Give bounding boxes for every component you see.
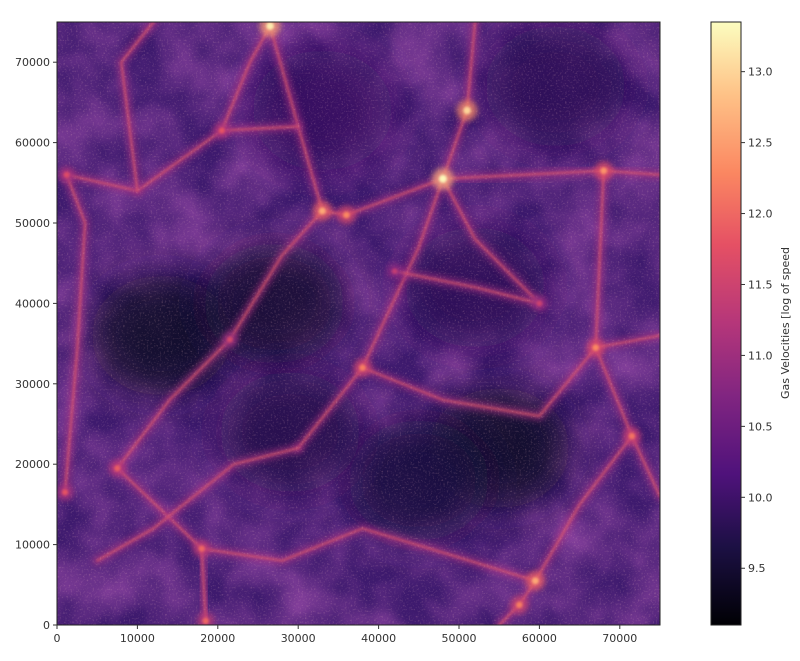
x-tick-label: 40000 (361, 632, 396, 645)
halo-core (536, 300, 543, 307)
colorbar-label: Gas Velocities [log of speed (779, 247, 792, 399)
halo-core (515, 601, 523, 609)
colorbar: 9.5 10.0 10.5 11.0 11.5 12.0 12.5 13.0 Gas Velo… (710, 21, 792, 626)
halo-core (592, 344, 600, 352)
y-tick-label: 70000 (15, 56, 50, 69)
halo-core (61, 489, 69, 496)
x-tick-label: 50000 (442, 632, 477, 645)
colorbar-tick-label: 11.5 (748, 278, 773, 291)
y-tick-label: 50000 (15, 217, 50, 230)
colorbar-tick-label: 11.0 (748, 349, 773, 362)
y-tick-label: 20000 (15, 458, 50, 471)
colorbar-ticks: 9.5 10.0 10.5 11.0 11.5 12.0 12.5 13.0 (741, 66, 773, 575)
halo-core (438, 174, 447, 183)
x-axis: 0 10000 20000 30000 40000 50000 60000 70000 (54, 625, 637, 645)
colorbar-tick-label: 12.0 (748, 208, 773, 221)
halo-core (198, 545, 205, 552)
heatmap-grain (57, 22, 660, 625)
colorbar-tick-label: 13.0 (748, 66, 773, 79)
halo-core (343, 211, 350, 219)
x-tick-label: 60000 (522, 632, 557, 645)
y-tick-label: 10000 (15, 539, 50, 552)
halo-core (202, 617, 209, 625)
halo-core (600, 167, 608, 175)
heatmap-panel (56, 21, 661, 626)
y-tick-label: 0 (43, 619, 50, 632)
halo-core (218, 127, 225, 134)
halo-core (628, 432, 636, 440)
halo-core (391, 268, 398, 275)
y-axis: 0 10000 20000 30000 40000 50000 60000 70000 (15, 56, 57, 632)
colorbar-tick-label: 10.5 (748, 420, 773, 433)
y-tick-label: 30000 (15, 378, 50, 391)
halo-core (318, 207, 326, 215)
halo-core (359, 364, 366, 372)
x-tick-label: 70000 (602, 632, 637, 645)
colorbar-tick-label: 10.0 (748, 491, 773, 504)
halo-core (226, 336, 233, 343)
colorbar-tick-label: 9.5 (748, 562, 766, 575)
x-tick-label: 10000 (120, 632, 155, 645)
halo-core (463, 106, 471, 115)
halo-core (266, 22, 274, 30)
y-tick-label: 40000 (15, 297, 50, 310)
halo-core (531, 577, 539, 585)
y-tick-label: 60000 (15, 137, 50, 150)
halo-core (63, 171, 70, 178)
halo-core (114, 465, 121, 472)
node-layer (57, 22, 641, 625)
colorbar-gradient (710, 21, 742, 626)
x-tick-label: 0 (54, 632, 61, 645)
x-tick-label: 20000 (200, 632, 235, 645)
x-tick-label: 30000 (281, 632, 316, 645)
heatmap-frame (56, 21, 661, 626)
colorbar-tick-label: 12.5 (748, 137, 773, 150)
